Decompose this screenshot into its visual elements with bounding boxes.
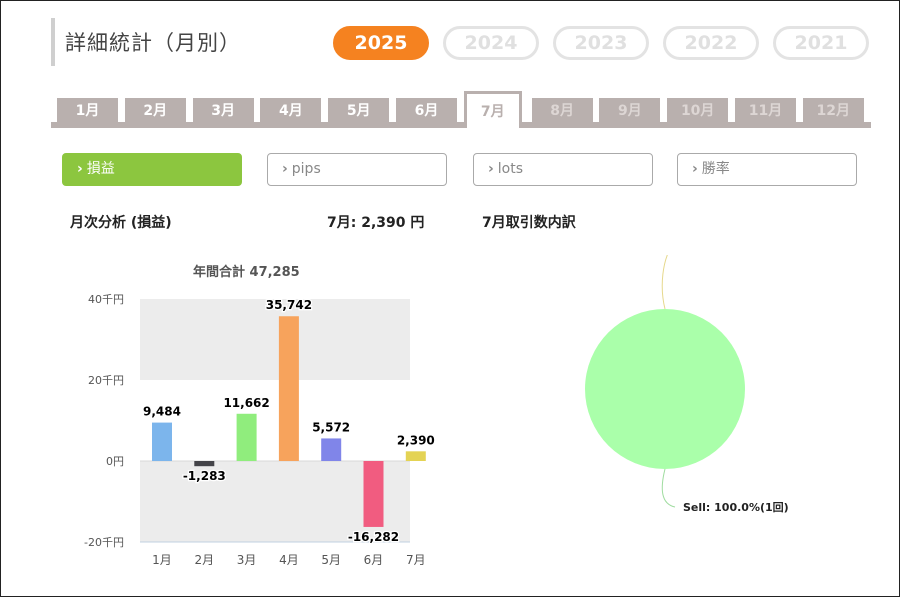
month-tab-5[interactable]: 5月 (328, 98, 390, 122)
chevron-right-icon: › (282, 161, 288, 177)
grid-band (140, 299, 410, 380)
metric-button-0[interactable]: › 損益 (62, 153, 242, 186)
metric-button-1[interactable]: › pips (267, 153, 447, 186)
bar-3月 (236, 413, 257, 461)
metric-label: pips (291, 161, 321, 177)
x-tick-label: 3月 (237, 553, 257, 567)
month-tab-11[interactable]: 11月 (735, 98, 796, 122)
title-accent-bar (51, 18, 55, 66)
metric-label: 勝率 (701, 161, 730, 177)
month-tab-1[interactable]: 1月 (57, 98, 118, 122)
bar-value-label: -1,283 (183, 469, 226, 483)
bar-value-label: -16,282 (348, 530, 399, 544)
trade-breakdown-pie: Buy: 0.0%(0回)Sell: 100.0%(1回) (585, 255, 789, 514)
x-tick-label: 5月 (321, 553, 341, 567)
y-tick-label: 40千円 (88, 293, 124, 306)
month-tab-2[interactable]: 2月 (124, 98, 186, 122)
bar-2月 (194, 461, 215, 467)
x-tick-label: 6月 (364, 553, 384, 567)
month-tab-6[interactable]: 6月 (396, 98, 457, 122)
metric-button-3[interactable]: › 勝率 (677, 153, 857, 186)
monthly-bar-chart: 40千円 20千円 0円 -20千円 9,484 1月 -1,283 2月 11,662 3月 35… (84, 293, 436, 567)
chevron-right-icon: › (692, 161, 698, 177)
month-tab-10[interactable]: 10月 (667, 98, 729, 122)
x-tick-label: 2月 (194, 553, 214, 567)
analysis-title: 月次分析 (損益) (70, 215, 172, 231)
metric-button-2[interactable]: › lots (473, 153, 653, 186)
buy-connector (661, 255, 668, 310)
chevron-right-icon: › (77, 161, 83, 177)
y-tick-label: -20千円 (84, 536, 124, 549)
month-tab-9[interactable]: 9月 (599, 98, 661, 122)
page-title: 詳細統計（月別） (65, 31, 241, 55)
metric-label: lots (497, 161, 524, 177)
sell-label: Sell: 100.0%(1回) (683, 500, 789, 514)
bar-4月 (278, 316, 299, 461)
year-button-4[interactable]: 2021 (773, 26, 869, 60)
y-tick-label: 20千円 (88, 374, 124, 387)
month-value: 7月: 2,390 円 (327, 215, 425, 231)
month-tab-12[interactable]: 12月 (802, 98, 864, 122)
bar-value-label: 35,742 (266, 298, 312, 312)
month-tab-7[interactable]: 7月 (463, 91, 522, 128)
year-button-1[interactable]: 2024 (443, 26, 539, 60)
month-tab-8[interactable]: 8月 (531, 98, 593, 122)
pie-slice (585, 309, 745, 469)
year-button-0[interactable]: 2025 (333, 26, 429, 60)
breakdown-title: 7月取引数内訳 (482, 215, 576, 231)
x-tick-label: 1月 (152, 553, 172, 567)
y-tick-label: 0円 (106, 455, 124, 468)
month-tab-3[interactable]: 3月 (192, 98, 254, 122)
bar-5月 (321, 438, 342, 461)
year-button-2[interactable]: 2023 (553, 26, 649, 60)
annual-total: 年間合計 47,285 (193, 265, 300, 280)
bar-6月 (363, 461, 384, 527)
bar-value-label: 2,390 (397, 433, 435, 447)
sell-connector (661, 468, 676, 508)
month-tab-bar (51, 122, 871, 128)
bar-value-label: 11,662 (223, 396, 269, 410)
bar-value-label: 9,484 (143, 405, 181, 419)
bar-7月 (405, 451, 426, 461)
bar-value-label: 5,572 (312, 420, 350, 434)
bar-1月 (152, 422, 172, 461)
x-tick-label: 7月 (406, 553, 426, 567)
chevron-right-icon: › (488, 161, 494, 177)
x-tick-label: 4月 (279, 553, 299, 567)
month-tab-4[interactable]: 4月 (260, 98, 322, 122)
metric-label: 損益 (86, 161, 115, 177)
year-button-3[interactable]: 2022 (663, 26, 759, 60)
